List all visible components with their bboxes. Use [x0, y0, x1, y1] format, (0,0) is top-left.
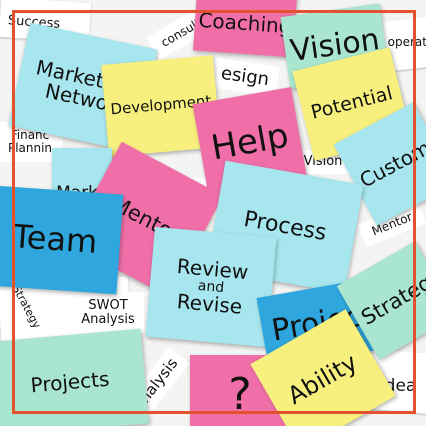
note-text: ?	[228, 368, 252, 420]
note-text: Ability	[283, 348, 363, 411]
sticky-note: Team	[0, 185, 124, 295]
note-text: Custom	[355, 134, 426, 193]
note-text: Financ	[10, 128, 50, 143]
sticky-note: Review and Revise	[145, 226, 277, 348]
sticky-note: Projects	[0, 328, 149, 426]
note-text: Analysis	[81, 312, 135, 327]
word-label: SWOT Analysis	[72, 292, 144, 334]
note-text: Plannin	[7, 141, 53, 155]
note-text: Team	[11, 217, 99, 262]
note-text: esign	[219, 62, 271, 90]
note-text: operati	[387, 34, 426, 49]
note-text: Projects	[29, 366, 111, 398]
note-text: Revise	[175, 289, 244, 320]
note-text: SWOT	[88, 298, 128, 314]
note-text: Coaching	[197, 7, 293, 38]
note-text: Strateg	[357, 270, 426, 331]
note-text: Help	[208, 115, 292, 169]
